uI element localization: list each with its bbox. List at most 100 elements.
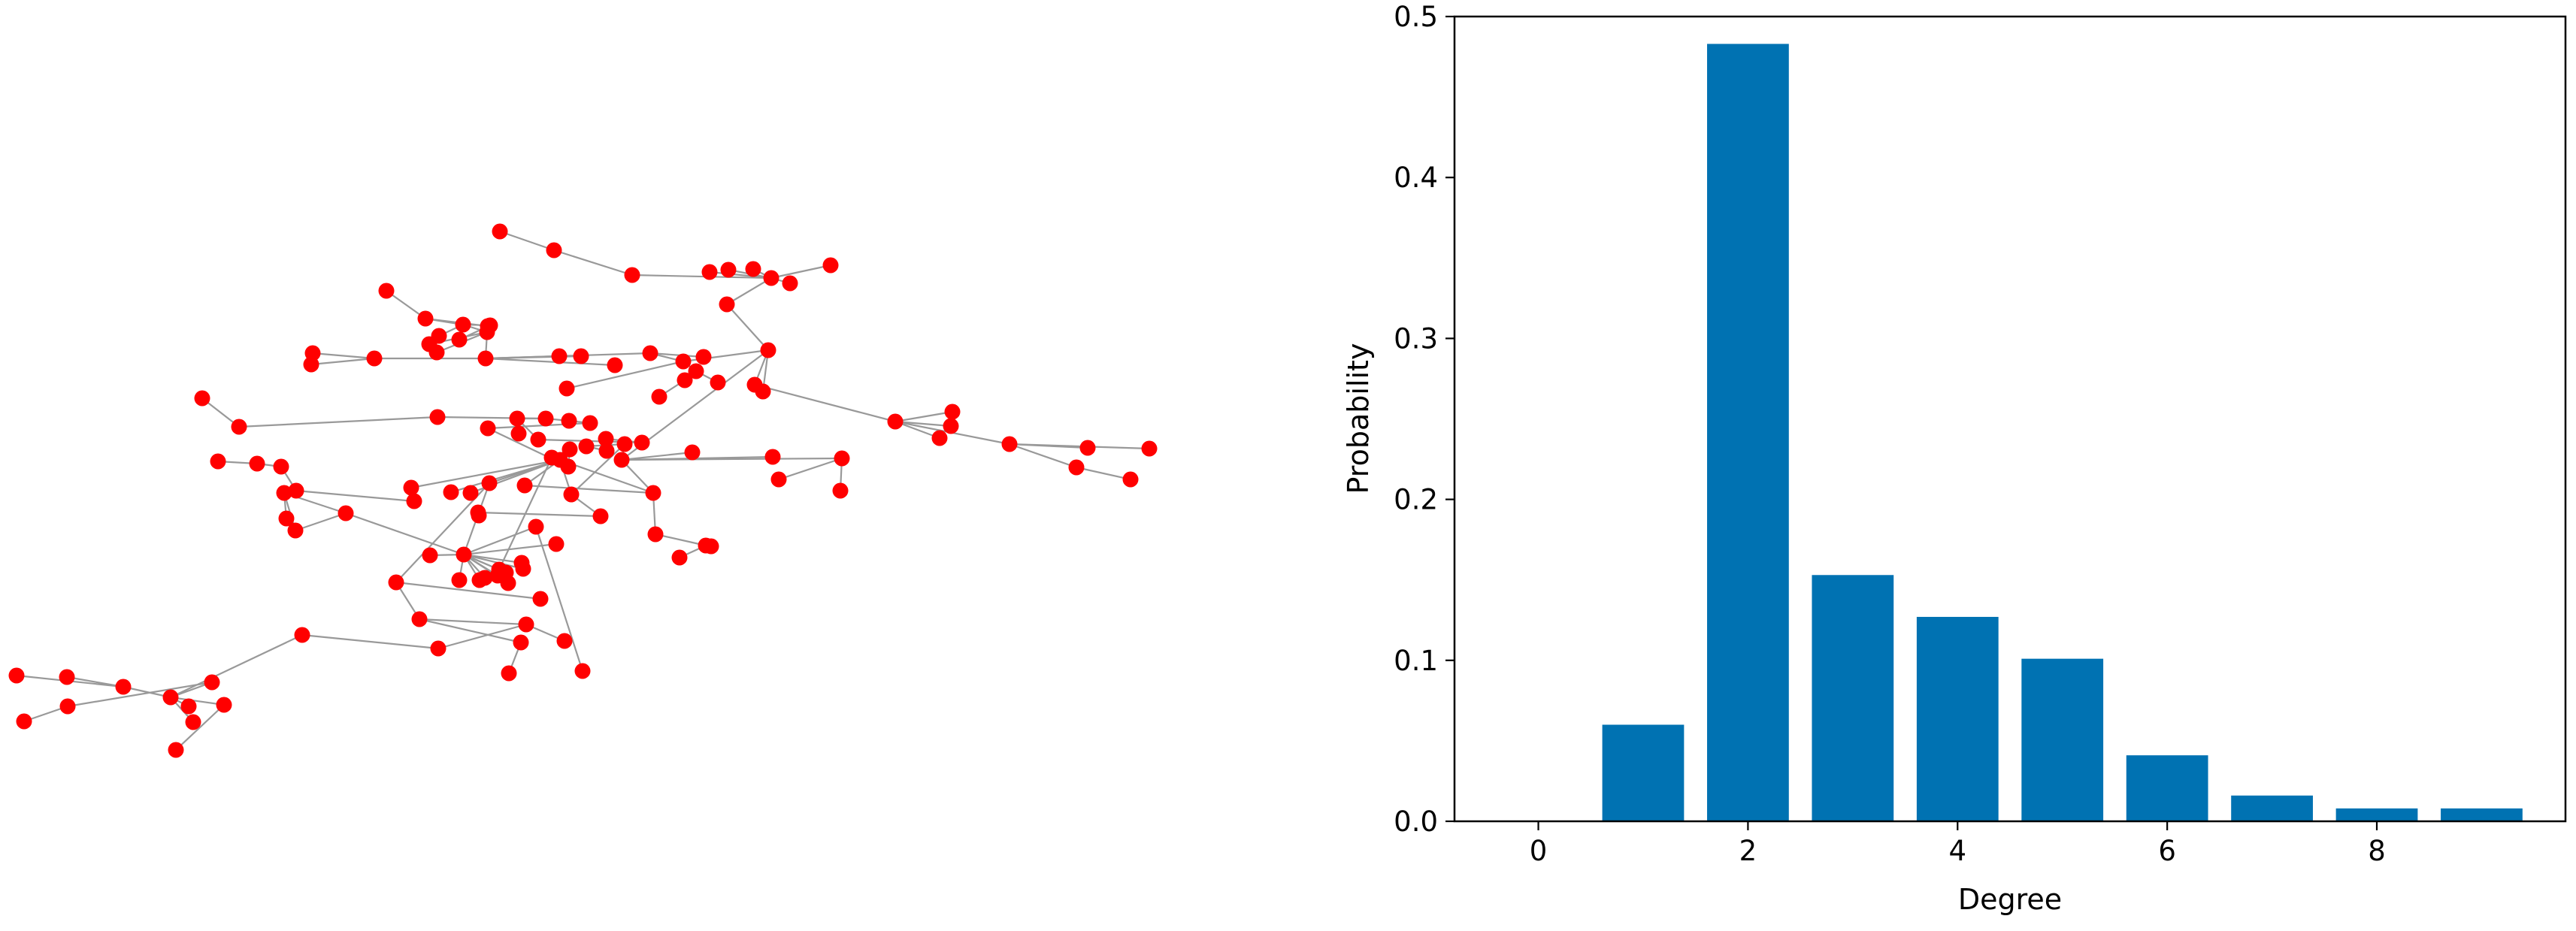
graph-edge xyxy=(238,416,438,428)
graph-node xyxy=(573,348,589,364)
graph-node xyxy=(210,453,226,470)
graph-node xyxy=(168,742,184,758)
graph-node xyxy=(695,349,712,365)
graph-node xyxy=(451,572,468,588)
graph-node xyxy=(288,482,304,499)
graph-edge xyxy=(655,533,707,547)
graph-edge xyxy=(477,511,601,518)
graph-node xyxy=(216,697,232,713)
graph-node xyxy=(422,547,438,564)
graph-node xyxy=(755,383,771,400)
bar-degree-2 xyxy=(1707,44,1789,821)
graph-node xyxy=(537,410,554,427)
graph-node xyxy=(204,674,220,691)
graph-node xyxy=(720,261,737,278)
graph-edge xyxy=(312,352,375,360)
graph-node xyxy=(1122,471,1139,488)
bar-degree-5 xyxy=(2021,658,2104,821)
bar-degree-9 xyxy=(2441,808,2523,821)
axes-frame xyxy=(1453,15,2567,823)
bar-degree-1 xyxy=(1602,724,1685,821)
graph-node xyxy=(647,526,664,543)
graph-node xyxy=(480,318,496,334)
y-tick-label: 0.1 xyxy=(1394,645,1438,677)
graph-node xyxy=(675,353,692,370)
graph-node xyxy=(403,479,419,496)
graph-node xyxy=(276,485,292,501)
graph-node xyxy=(1141,440,1158,457)
graph-node xyxy=(1001,436,1018,452)
graph-edge xyxy=(571,443,625,495)
graph-node xyxy=(59,669,75,685)
y-tick-label: 0.0 xyxy=(1394,806,1438,838)
bar-degree-4 xyxy=(1916,616,1999,821)
graph-node xyxy=(492,223,508,240)
graph-node xyxy=(406,493,422,509)
graph-edge xyxy=(1009,443,1077,469)
x-tick-label: 2 xyxy=(1739,835,1757,867)
graph-node xyxy=(943,418,959,434)
graph-node xyxy=(719,296,735,313)
graph-edge xyxy=(419,618,522,644)
graph-edge xyxy=(498,457,552,570)
graph-edge xyxy=(419,618,527,626)
graph-edge xyxy=(463,525,537,556)
graph-node xyxy=(231,419,247,435)
graph-node xyxy=(388,574,404,591)
graph-node xyxy=(582,415,598,431)
graph-node xyxy=(456,546,472,563)
graph-node xyxy=(634,434,650,451)
x-tick-label: 8 xyxy=(2368,835,2386,867)
graph-node xyxy=(59,698,76,715)
graph-edge xyxy=(726,277,772,305)
graph-node xyxy=(287,522,304,539)
graph-node xyxy=(477,350,494,367)
graph-node xyxy=(417,310,434,327)
graph-node xyxy=(8,667,25,684)
graph-edge xyxy=(709,271,772,280)
graph-node xyxy=(763,270,779,286)
graph-edge xyxy=(534,526,584,672)
graph-node xyxy=(745,261,761,277)
y-axis-ticks: 0.0 0.1 0.2 0.3 0.4 0.5 xyxy=(1394,1,1454,838)
graph-node xyxy=(1068,459,1085,476)
graph-edge xyxy=(386,290,426,319)
graph-node xyxy=(162,689,179,706)
graph-node xyxy=(710,374,726,391)
graph-node xyxy=(516,477,533,494)
graph-node xyxy=(607,357,623,373)
graph-node xyxy=(462,485,479,501)
network-nodes xyxy=(8,223,1158,758)
graph-node xyxy=(194,390,210,407)
graph-node xyxy=(1079,440,1096,456)
graph-edge xyxy=(499,230,555,252)
graph-node xyxy=(338,505,354,521)
graph-edge xyxy=(726,304,769,351)
graph-node xyxy=(481,475,498,491)
graph-node xyxy=(684,444,701,461)
graph-node xyxy=(16,713,32,730)
graph-node xyxy=(366,350,383,367)
graph-node xyxy=(592,508,609,524)
graph-node xyxy=(430,640,446,657)
graph-edge xyxy=(894,420,952,428)
network-graph xyxy=(8,223,1158,758)
graph-node xyxy=(548,536,565,552)
graph-edge xyxy=(310,357,375,366)
graph-node xyxy=(701,264,718,280)
bar-degree-6 xyxy=(2126,755,2208,821)
graph-node xyxy=(764,449,781,465)
graph-node xyxy=(249,455,265,472)
graph-node xyxy=(703,538,719,555)
graph-node xyxy=(546,242,562,258)
graph-node xyxy=(455,316,471,333)
graph-edge xyxy=(621,451,693,461)
graph-node xyxy=(677,372,693,388)
graph-node xyxy=(294,627,310,643)
graph-edge xyxy=(566,360,684,390)
x-tick-label: 0 xyxy=(1530,835,1548,867)
graph-node xyxy=(562,441,578,458)
graph-node xyxy=(552,452,568,468)
graph-node xyxy=(501,665,517,682)
graph-node xyxy=(598,431,614,447)
